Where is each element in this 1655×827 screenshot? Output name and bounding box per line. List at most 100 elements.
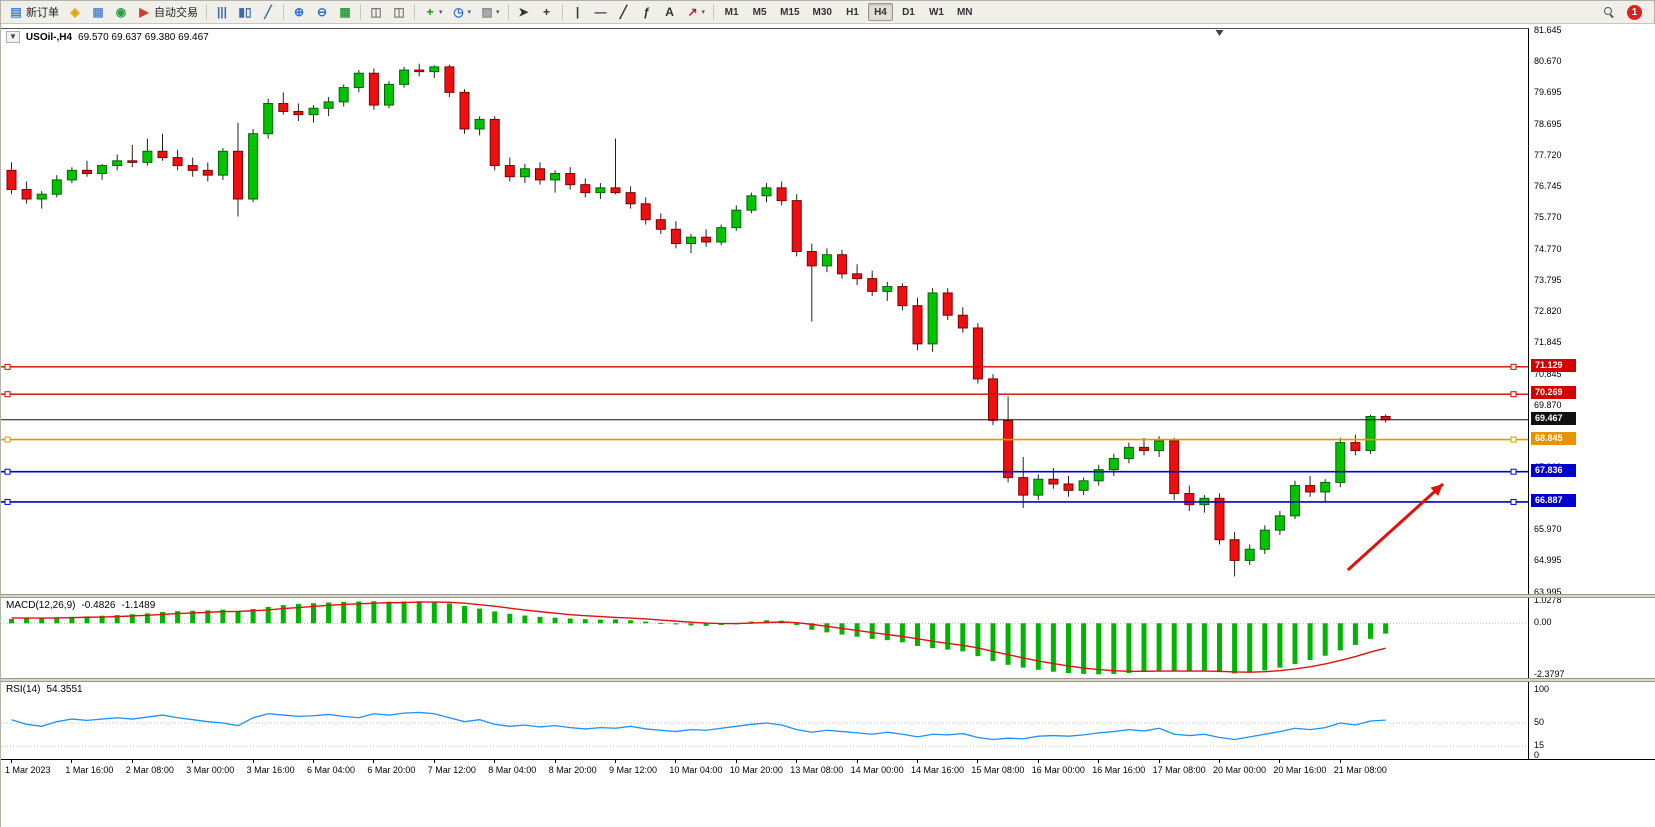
notification-badge[interactable]: 1 xyxy=(1627,4,1642,20)
line-chart-button[interactable]: ╱ xyxy=(257,2,279,22)
indicators-button[interactable]: + ▾ xyxy=(419,2,447,22)
candle xyxy=(1139,446,1149,452)
candle xyxy=(36,193,47,200)
macd-bar xyxy=(1126,623,1132,674)
toolbar-separator xyxy=(206,4,207,20)
timeframe-m1[interactable]: M1 xyxy=(724,6,739,18)
search-button[interactable] xyxy=(1598,2,1620,22)
fibonacci-button[interactable]: ƒ xyxy=(636,2,658,22)
macd-bar xyxy=(552,617,558,624)
candle xyxy=(6,169,17,190)
time-axis-label: 17 Mar 08:00 xyxy=(1152,765,1206,775)
macd-bar xyxy=(1383,623,1389,634)
time-axis-label: 20 Mar 00:00 xyxy=(1213,765,1267,775)
zoom-out-button[interactable]: ⊖ xyxy=(311,2,333,22)
macd-panel[interactable] xyxy=(1,598,1529,678)
candle xyxy=(625,192,636,205)
dropdown-arrow-icon[interactable]: ▾ xyxy=(467,9,472,16)
panel-splitter[interactable] xyxy=(1,678,1655,682)
candle xyxy=(686,236,696,245)
macd-bar xyxy=(990,623,996,662)
dropdown-arrow-icon[interactable]: ▾ xyxy=(701,9,706,16)
time-axis-label: 3 Mar 16:00 xyxy=(246,765,295,775)
time-axis-label: 7 Mar 12:00 xyxy=(427,765,476,775)
templates-button[interactable]: ▨ ▾ xyxy=(476,2,504,22)
timeframe-m5[interactable]: M5 xyxy=(752,6,767,18)
rsi-panel[interactable] xyxy=(1,682,1529,759)
tile-windows-button[interactable]: ▦ xyxy=(334,2,356,22)
timeframe-d1[interactable]: D1 xyxy=(902,6,915,18)
time-tick xyxy=(1158,760,1160,763)
candlestick-chart-button[interactable]: ▮▯ xyxy=(234,2,256,22)
candle xyxy=(187,165,198,171)
macd-bar xyxy=(54,617,60,624)
toolbar-separator xyxy=(713,4,715,20)
mql-community-button[interactable]: ◉ xyxy=(110,2,132,22)
time-axis-label: 20 Mar 16:00 xyxy=(1273,765,1327,775)
one-click-trading-icon[interactable]: ▼ xyxy=(6,31,20,43)
text-button[interactable]: A xyxy=(659,2,681,22)
timeframe-m30[interactable]: M30 xyxy=(812,6,832,18)
candle xyxy=(172,157,183,167)
arrange-windows-button[interactable]: ◫ xyxy=(365,2,387,22)
time-axis[interactable]: 1 Mar 2023 1 Mar 16:00 2 Mar 08:00 3 Mar 00… xyxy=(1,759,1655,781)
time-tick xyxy=(71,760,73,763)
periods-button[interactable]: ◷ ▾ xyxy=(448,2,476,22)
macd-bar xyxy=(175,611,181,624)
timeframe-w1[interactable]: W1 xyxy=(928,6,944,18)
cursor-button[interactable]: ➤ xyxy=(513,2,535,22)
candle xyxy=(927,292,938,345)
zoom-in-button[interactable]: ⊕ xyxy=(288,2,310,22)
trendline-button[interactable]: ╱ xyxy=(613,2,635,22)
hline-handle xyxy=(4,468,11,475)
time-axis-label: 1 Mar 16:00 xyxy=(65,765,114,775)
timeframe-h4[interactable]: H4 xyxy=(867,3,893,21)
profiles-button[interactable]: ▦ xyxy=(87,2,109,22)
candle xyxy=(1048,478,1059,485)
main-price-chart[interactable] xyxy=(1,28,1529,594)
rsi-axis-label: 15 xyxy=(1534,740,1545,751)
candle xyxy=(504,165,515,178)
macd-bar xyxy=(1352,623,1358,645)
macd-bar xyxy=(507,613,513,624)
candle xyxy=(746,195,757,211)
rsi-line xyxy=(11,711,1386,741)
toolbar-separator xyxy=(360,4,361,20)
candle xyxy=(414,69,425,73)
macd-bar xyxy=(884,623,890,641)
new-order-button[interactable]: ▤ 新订单 xyxy=(5,2,63,22)
panel-splitter[interactable] xyxy=(1,594,1655,598)
timeframe-m15[interactable]: M15 xyxy=(780,6,800,18)
arrows-button[interactable]: ↗ ▾ xyxy=(682,2,710,22)
macd-bar xyxy=(462,606,467,624)
candle xyxy=(157,150,168,159)
clock-icon: ◷ xyxy=(453,5,464,19)
rsi-label: RSI(14) 54.3551 xyxy=(6,684,83,695)
tile-windows-icon: ▦ xyxy=(339,5,351,19)
dropdown-arrow-icon[interactable]: ▾ xyxy=(439,9,443,16)
price-badge: 68.845 xyxy=(1531,431,1576,445)
vertical-line-button[interactable]: | xyxy=(567,2,589,22)
time-tick xyxy=(131,760,133,763)
macd-bar xyxy=(1262,623,1268,671)
macd-bar xyxy=(1050,623,1056,672)
dropdown-arrow-icon[interactable]: ▾ xyxy=(496,9,500,16)
candle xyxy=(535,168,545,181)
candle xyxy=(1229,539,1240,561)
macd-bar xyxy=(160,612,165,624)
horizontal-line-button[interactable]: — xyxy=(590,2,612,22)
timeframe-h1[interactable]: H1 xyxy=(846,6,859,18)
autotrading-button[interactable]: ▶ 自动交易 xyxy=(133,2,202,22)
time-tick xyxy=(192,760,194,763)
candle xyxy=(368,72,379,106)
cascade-windows-button[interactable]: ◫ xyxy=(388,2,410,22)
macd-bar xyxy=(1337,623,1343,651)
candle xyxy=(1154,440,1165,452)
timeframe-mn[interactable]: MN xyxy=(956,6,973,18)
macd-bar xyxy=(99,615,105,624)
chart-window-button[interactable]: ◈ xyxy=(64,2,86,22)
bar-chart-button[interactable]: ||| xyxy=(211,2,233,22)
cascade-windows-icon: ◫ xyxy=(393,5,405,19)
crosshair-button[interactable]: + xyxy=(536,2,558,22)
macd-bar xyxy=(190,610,196,624)
